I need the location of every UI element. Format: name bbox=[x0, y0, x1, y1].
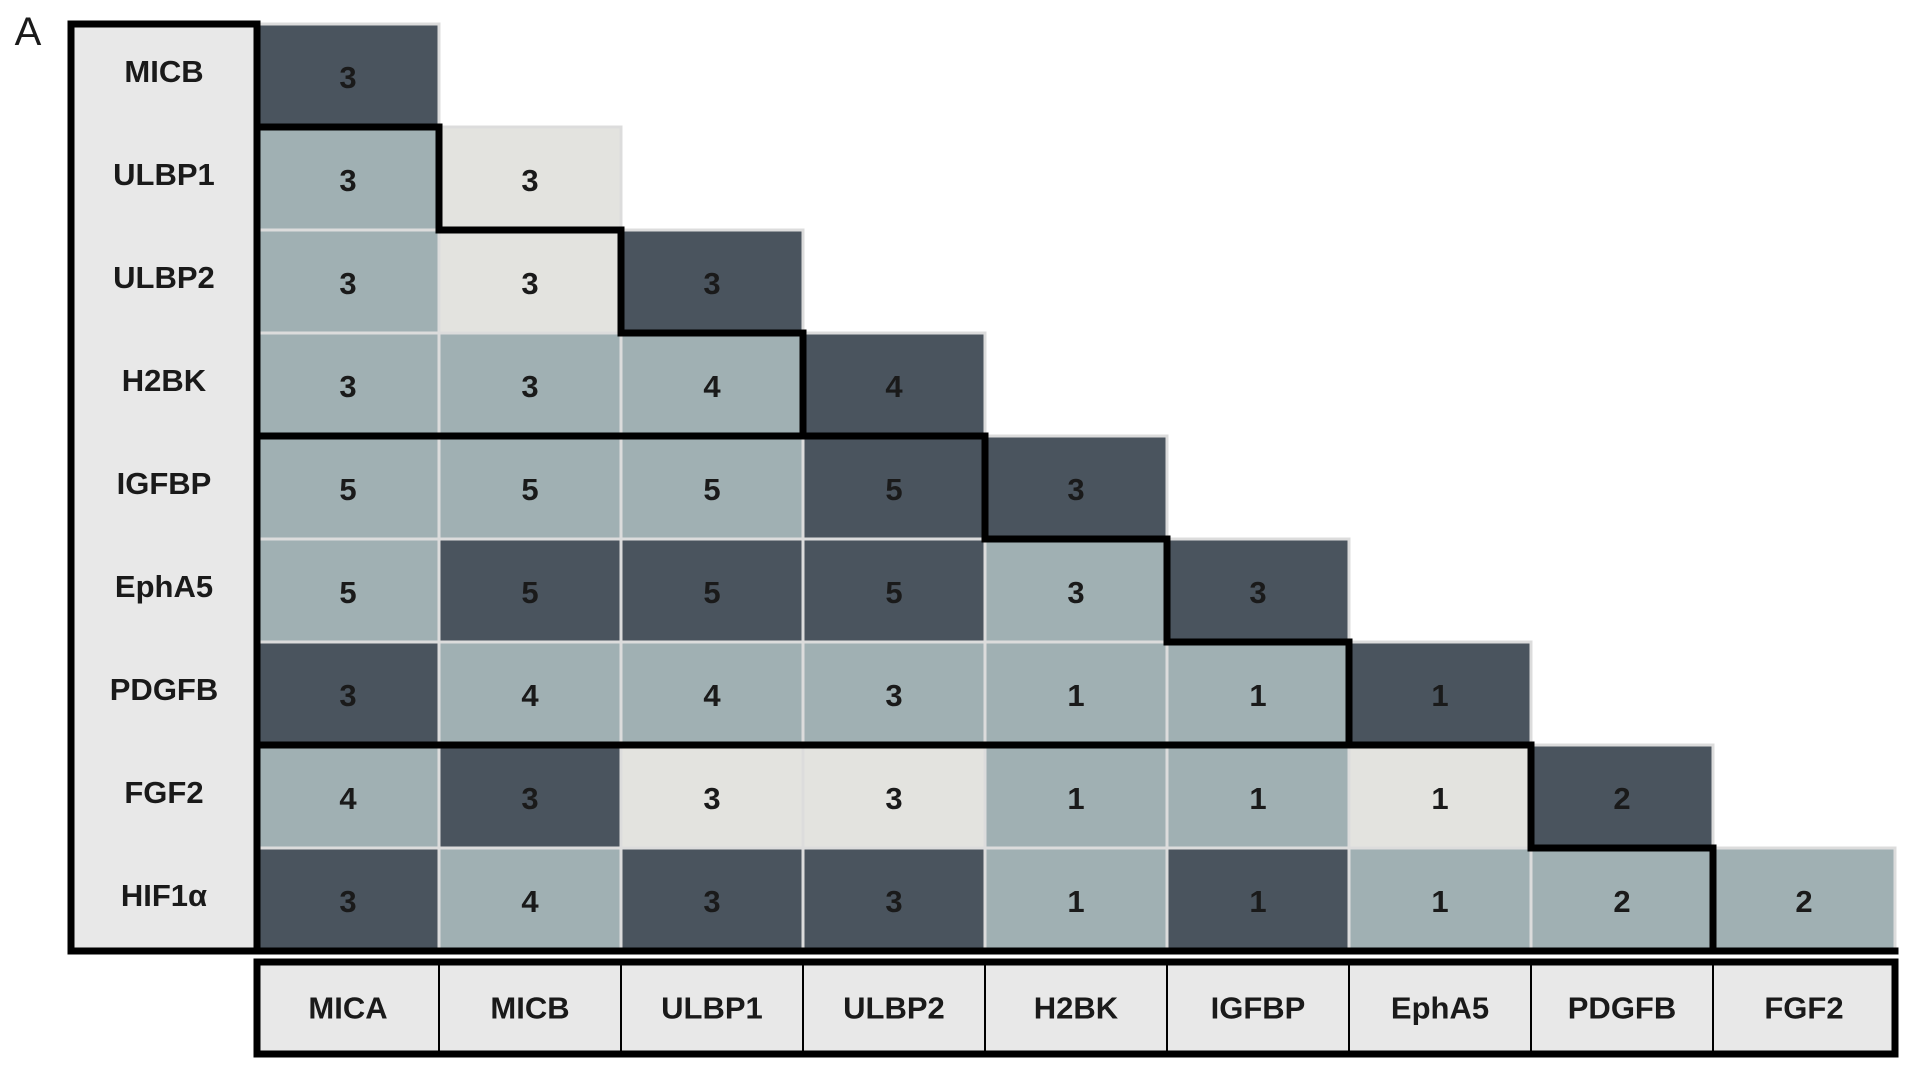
column-label: FGF2 bbox=[1764, 991, 1843, 1026]
cell-value: 3 bbox=[703, 781, 720, 816]
cell-value: 5 bbox=[885, 472, 902, 507]
cell bbox=[619, 434, 805, 541]
row-label: H2BK bbox=[122, 363, 207, 398]
cell-value: 4 bbox=[339, 781, 357, 816]
cell-value: 3 bbox=[339, 678, 356, 713]
cell-value: 5 bbox=[521, 575, 538, 610]
row-label: PDGFB bbox=[110, 672, 219, 707]
cell-value: 1 bbox=[1067, 781, 1084, 816]
cell-value: 5 bbox=[703, 575, 720, 610]
cell-value: 3 bbox=[521, 369, 538, 404]
cell-value: 1 bbox=[1431, 781, 1448, 816]
cell-value: 1 bbox=[1249, 884, 1266, 919]
cell bbox=[983, 434, 1169, 541]
cell-value: 5 bbox=[521, 472, 538, 507]
cell-value: 3 bbox=[521, 266, 538, 301]
column-label: PDGFB bbox=[1568, 991, 1677, 1026]
cell bbox=[437, 125, 623, 232]
cell-value: 4 bbox=[521, 884, 539, 919]
cell bbox=[1529, 846, 1715, 953]
cell-value: 3 bbox=[1067, 472, 1084, 507]
cell-value: 3 bbox=[885, 884, 902, 919]
column-label: EphA5 bbox=[1391, 991, 1489, 1026]
column-label: ULBP1 bbox=[661, 991, 763, 1026]
cell-value: 2 bbox=[1795, 884, 1812, 919]
cell bbox=[437, 640, 623, 747]
cell-value: 1 bbox=[1249, 678, 1266, 713]
column-label: ULBP2 bbox=[843, 991, 945, 1026]
panel-label: A bbox=[15, 10, 42, 54]
cell bbox=[983, 846, 1169, 953]
cell bbox=[437, 537, 623, 644]
cell bbox=[619, 846, 805, 953]
cell-value: 3 bbox=[521, 781, 538, 816]
cell-value: 3 bbox=[703, 266, 720, 301]
cell-value: 5 bbox=[339, 472, 356, 507]
column-label: IGFBP bbox=[1211, 991, 1306, 1026]
cell-value: 3 bbox=[885, 781, 902, 816]
cell-value: 3 bbox=[339, 369, 356, 404]
row-label: IGFBP bbox=[117, 466, 212, 501]
cell-value: 4 bbox=[521, 678, 539, 713]
cell bbox=[1165, 537, 1351, 644]
row-label-column bbox=[71, 24, 257, 951]
cell-value: 1 bbox=[1431, 884, 1448, 919]
row-label: ULBP1 bbox=[113, 157, 215, 192]
cell bbox=[619, 640, 805, 747]
cell bbox=[619, 331, 805, 438]
row-label: HIF1α bbox=[121, 878, 207, 913]
cell bbox=[619, 743, 805, 850]
cell bbox=[255, 22, 441, 129]
cell-value: 1 bbox=[1067, 678, 1084, 713]
cell-value: 4 bbox=[703, 369, 721, 404]
cell bbox=[801, 640, 987, 747]
cell-value: 3 bbox=[339, 163, 356, 198]
cell bbox=[983, 640, 1169, 747]
cell-value: 3 bbox=[1067, 575, 1084, 610]
cell bbox=[255, 640, 441, 747]
cell bbox=[801, 537, 987, 644]
cell bbox=[619, 537, 805, 644]
cell bbox=[437, 846, 623, 953]
cell bbox=[437, 434, 623, 541]
cell-value: 3 bbox=[339, 884, 356, 919]
cell-value: 3 bbox=[885, 678, 902, 713]
cell-value: 5 bbox=[703, 472, 720, 507]
column-label: MICB bbox=[490, 991, 569, 1026]
cell-value: 2 bbox=[1613, 884, 1630, 919]
cell-value: 3 bbox=[703, 884, 720, 919]
column-label-row bbox=[257, 962, 1895, 1054]
cell-value: 4 bbox=[885, 369, 903, 404]
cell-value: 3 bbox=[1249, 575, 1266, 610]
cell-value: 5 bbox=[339, 575, 356, 610]
row-label: FGF2 bbox=[124, 775, 203, 810]
cell bbox=[437, 331, 623, 438]
column-label: MICA bbox=[308, 991, 387, 1026]
row-label: MICB bbox=[124, 54, 203, 89]
cell bbox=[1347, 846, 1533, 953]
cell-value: 1 bbox=[1431, 678, 1448, 713]
cell-value: 1 bbox=[1067, 884, 1084, 919]
cell-value: 3 bbox=[339, 266, 356, 301]
cell bbox=[1529, 743, 1715, 850]
column-label: H2BK bbox=[1034, 991, 1119, 1026]
row-label: ULBP2 bbox=[113, 260, 215, 295]
cell-value: 5 bbox=[885, 575, 902, 610]
cell-value: 2 bbox=[1613, 781, 1630, 816]
row-label: EphA5 bbox=[115, 569, 213, 604]
cell-value: 3 bbox=[339, 60, 356, 95]
cell-value: 3 bbox=[521, 163, 538, 198]
cell bbox=[255, 743, 441, 850]
cell-value: 1 bbox=[1249, 781, 1266, 816]
cell-value: 4 bbox=[703, 678, 721, 713]
